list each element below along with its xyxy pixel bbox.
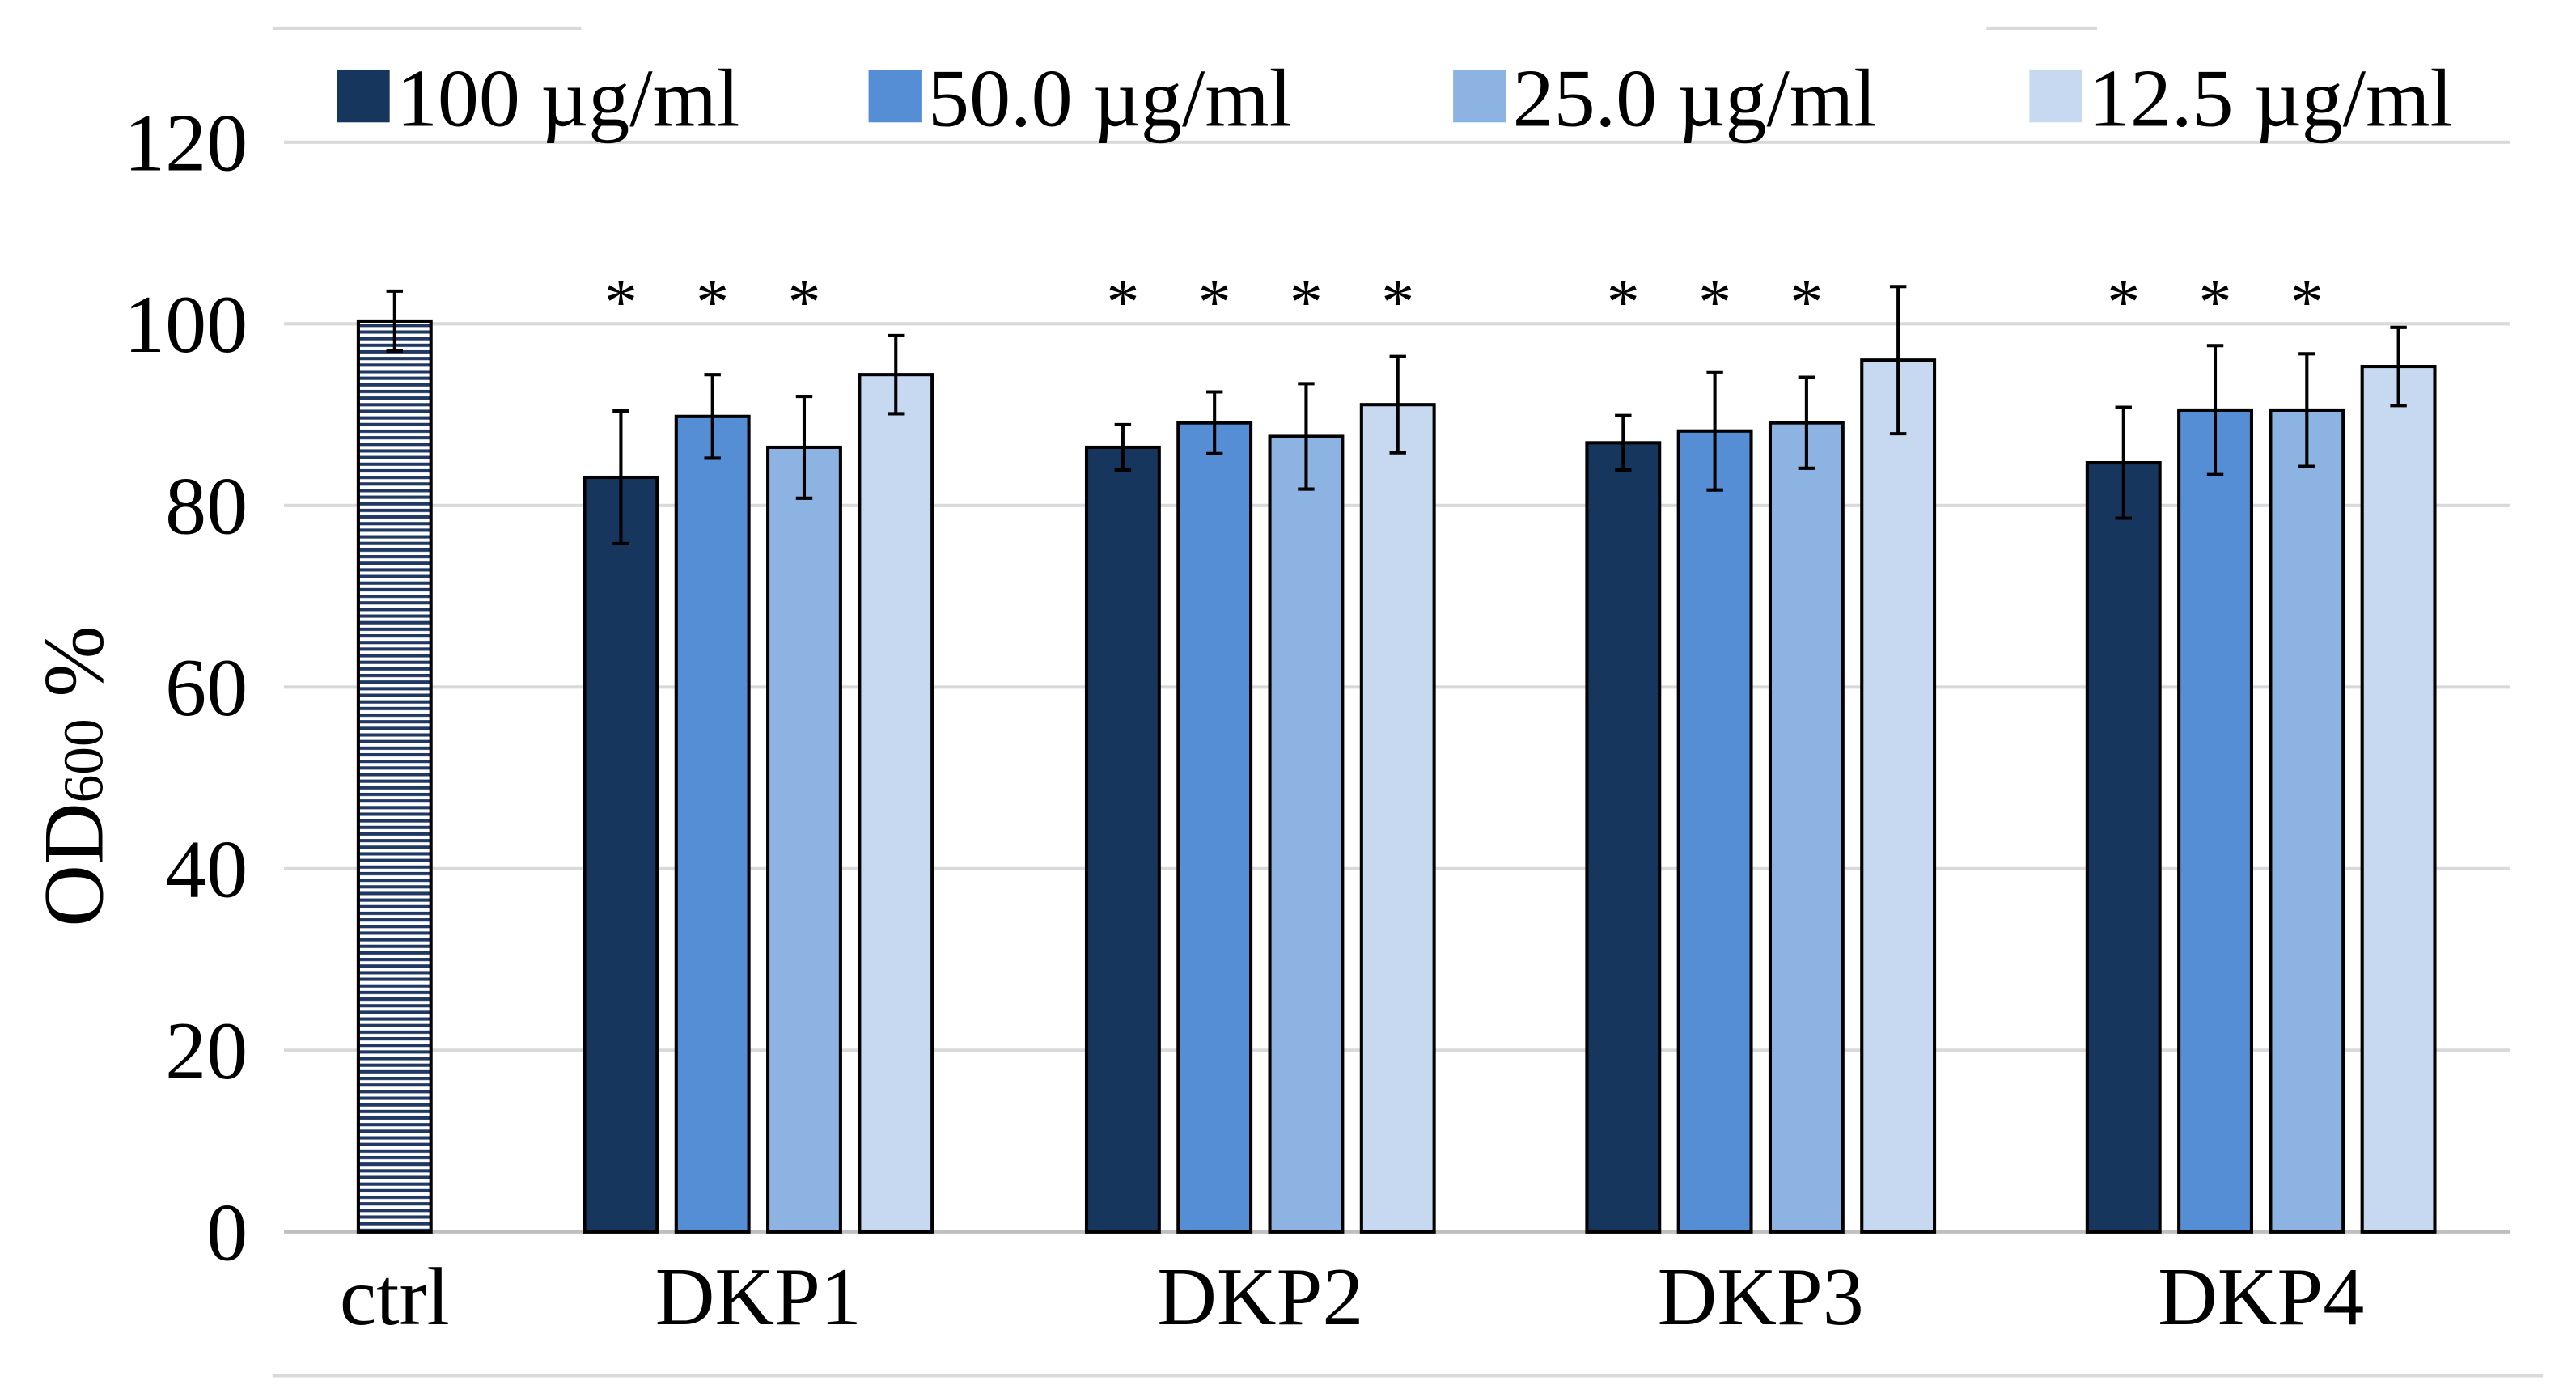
significance-asterisk: *	[1198, 265, 1231, 338]
significance-asterisk: *	[696, 265, 729, 338]
significance-asterisk: *	[1106, 265, 1139, 338]
legend-swatch	[868, 69, 922, 123]
bar-dkp1-series-3	[858, 373, 934, 1234]
legend-label: 100 µg/ml	[396, 53, 739, 144]
significance-asterisk: *	[1290, 265, 1323, 338]
bar-dkp2-series-2	[1268, 434, 1345, 1234]
legend-label: 25.0 µg/ml	[1513, 53, 1877, 144]
bar-dkp2-series-0	[1084, 445, 1161, 1234]
x-label-ctrl: ctrl	[340, 1251, 450, 1343]
x-label-dkp1: DKP1	[655, 1251, 862, 1343]
y-tick-label: 40	[165, 824, 248, 916]
x-label-dkp2: DKP2	[1157, 1251, 1363, 1343]
bar-dkp3-series-3	[1860, 358, 1937, 1234]
bar-dkp1-series-2	[766, 445, 842, 1234]
bar-dkp1-series-0	[583, 475, 659, 1234]
significance-asterisk: *	[2199, 265, 2232, 338]
chart-frame	[272, 26, 2544, 1378]
significance-asterisk: *	[1698, 265, 1731, 338]
legend-swatch	[337, 69, 390, 123]
bar-ctrl	[356, 319, 433, 1234]
bar-dkp3-series-2	[1768, 421, 1845, 1234]
significance-asterisk: *	[788, 265, 821, 338]
x-label-dkp4: DKP4	[2158, 1251, 2364, 1343]
legend-swatch	[2029, 69, 2082, 123]
legend-swatch	[1453, 69, 1506, 123]
y-tick-label: 20	[165, 1006, 248, 1097]
bar-dkp4-series-2	[2269, 408, 2345, 1234]
bar-dkp3-series-0	[1585, 441, 1662, 1234]
x-label-dkp3: DKP3	[1658, 1251, 1864, 1343]
y-tick-label: 0	[206, 1188, 248, 1279]
bar-dkp3-series-1	[1676, 429, 1753, 1234]
significance-asterisk: *	[1381, 265, 1414, 338]
legend: 100 µg/ml 50.0 µg/ml 25.0 µg/ml 12.5 µg/ml	[337, 53, 2453, 144]
bar-dkp4-series-1	[2177, 408, 2253, 1234]
bar-dkp1-series-1	[674, 414, 751, 1234]
significance-asterisk: *	[2290, 265, 2324, 338]
x-tick-labels: ctrl DKP1 DKP2 DKP3 DKP4	[340, 1251, 2364, 1343]
y-tick-label: 120	[124, 97, 248, 188]
y-tick-label: 100	[124, 279, 248, 371]
bar-dkp2-series-3	[1359, 403, 1436, 1234]
legend-label: 50.0 µg/ml	[928, 53, 1292, 144]
y-tick-label: 80	[165, 461, 248, 553]
significance-asterisk: *	[2107, 265, 2140, 338]
significance-asterisk: *	[1607, 265, 1640, 338]
significance-asterisk: *	[1790, 265, 1823, 338]
bar-dkp4-series-3	[2360, 365, 2437, 1234]
y-tick-label: 60	[165, 642, 248, 734]
y-tick-labels: 0 20 40 60 80 100 120	[124, 97, 248, 1278]
bar-dkp4-series-0	[2085, 461, 2162, 1234]
legend-label: 12.5 µg/ml	[2089, 53, 2453, 144]
bar-dkp2-series-1	[1176, 421, 1253, 1234]
bars: * * * * * * * * * * * * *	[356, 265, 2437, 1234]
significance-asterisk: *	[604, 265, 638, 338]
y-axis-label: OD600 %	[26, 625, 121, 926]
